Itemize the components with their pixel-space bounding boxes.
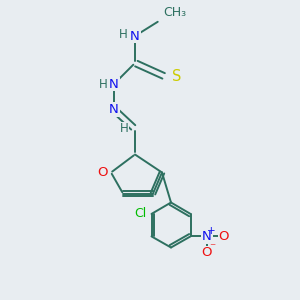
Text: N: N (109, 77, 119, 91)
Text: ⁻: ⁻ (209, 241, 215, 254)
Text: S: S (172, 69, 181, 84)
Text: N: N (202, 230, 212, 243)
Text: H: H (119, 28, 128, 41)
Text: N: N (130, 29, 140, 43)
Text: N: N (109, 103, 119, 116)
Text: +: + (207, 226, 216, 236)
Text: O: O (218, 230, 229, 243)
Text: H: H (120, 122, 128, 136)
Text: H: H (99, 77, 107, 91)
Text: Cl: Cl (134, 207, 146, 220)
Text: O: O (97, 166, 107, 179)
Text: O: O (202, 246, 212, 260)
Text: CH₃: CH₃ (164, 7, 187, 20)
